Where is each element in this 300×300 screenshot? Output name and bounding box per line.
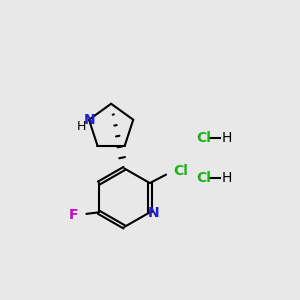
Text: F: F	[68, 208, 78, 222]
Text: N: N	[148, 206, 160, 220]
Text: Cl: Cl	[196, 172, 211, 185]
Text: Cl: Cl	[196, 130, 211, 145]
Text: H: H	[221, 172, 232, 185]
Text: Cl: Cl	[173, 164, 188, 178]
Text: H: H	[76, 120, 86, 133]
Text: N: N	[84, 113, 96, 128]
Text: H: H	[221, 130, 232, 145]
